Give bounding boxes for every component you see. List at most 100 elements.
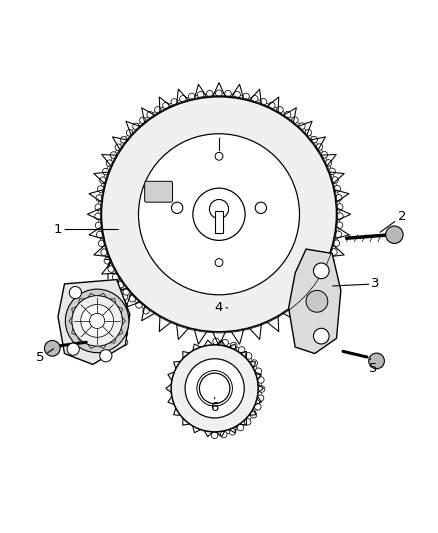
Circle shape	[102, 168, 109, 175]
Circle shape	[297, 303, 304, 309]
Circle shape	[206, 91, 213, 97]
Circle shape	[325, 160, 332, 166]
Circle shape	[319, 273, 326, 280]
Circle shape	[121, 221, 128, 227]
Circle shape	[72, 296, 122, 346]
Circle shape	[121, 285, 128, 291]
Circle shape	[121, 330, 128, 337]
Circle shape	[297, 294, 304, 300]
Circle shape	[215, 152, 223, 160]
Circle shape	[123, 289, 130, 295]
Circle shape	[121, 339, 128, 346]
Circle shape	[258, 386, 265, 392]
Circle shape	[258, 395, 264, 401]
Circle shape	[297, 321, 304, 327]
Circle shape	[333, 240, 340, 246]
Circle shape	[100, 350, 112, 362]
Circle shape	[386, 226, 403, 244]
Circle shape	[332, 177, 338, 183]
Circle shape	[147, 111, 153, 118]
Circle shape	[45, 341, 60, 356]
Circle shape	[133, 123, 139, 130]
Circle shape	[104, 257, 111, 264]
Circle shape	[337, 213, 343, 219]
Circle shape	[292, 117, 298, 123]
Circle shape	[324, 265, 330, 272]
Circle shape	[121, 266, 128, 273]
Circle shape	[188, 93, 195, 100]
Circle shape	[334, 185, 341, 192]
Circle shape	[67, 343, 79, 356]
Circle shape	[96, 231, 103, 238]
Circle shape	[297, 266, 304, 273]
Circle shape	[284, 111, 291, 118]
Circle shape	[97, 186, 104, 192]
Circle shape	[171, 202, 183, 214]
Circle shape	[336, 204, 343, 210]
Circle shape	[213, 338, 219, 345]
Circle shape	[250, 411, 257, 418]
Circle shape	[171, 99, 177, 105]
FancyBboxPatch shape	[145, 181, 173, 202]
Circle shape	[69, 287, 81, 298]
Circle shape	[115, 144, 122, 150]
Text: 5: 5	[369, 358, 378, 375]
Circle shape	[65, 289, 129, 353]
Circle shape	[268, 102, 275, 109]
Circle shape	[121, 294, 128, 300]
Circle shape	[316, 144, 323, 150]
Circle shape	[331, 249, 337, 255]
Polygon shape	[215, 211, 223, 233]
Text: 3: 3	[333, 277, 380, 290]
Circle shape	[106, 160, 113, 166]
Circle shape	[198, 92, 204, 98]
Circle shape	[162, 102, 169, 109]
Text: 5: 5	[36, 349, 53, 365]
Circle shape	[171, 345, 258, 432]
Circle shape	[243, 93, 249, 100]
Circle shape	[244, 418, 251, 425]
Circle shape	[336, 195, 342, 201]
Circle shape	[155, 107, 161, 113]
Circle shape	[306, 290, 328, 312]
Circle shape	[81, 304, 113, 337]
Text: 4: 4	[215, 301, 228, 314]
Circle shape	[251, 360, 258, 366]
Circle shape	[180, 95, 186, 102]
Circle shape	[212, 432, 218, 439]
Circle shape	[101, 249, 107, 255]
Circle shape	[126, 130, 133, 136]
Circle shape	[369, 353, 385, 369]
Circle shape	[215, 90, 222, 96]
Circle shape	[220, 431, 227, 438]
Circle shape	[121, 248, 128, 254]
Circle shape	[121, 239, 128, 245]
Circle shape	[99, 240, 105, 247]
Circle shape	[335, 231, 342, 238]
Circle shape	[260, 99, 267, 105]
Circle shape	[299, 123, 305, 130]
Circle shape	[108, 266, 114, 272]
Circle shape	[258, 377, 264, 383]
Circle shape	[297, 312, 304, 318]
Circle shape	[225, 91, 231, 97]
Circle shape	[297, 221, 304, 227]
Circle shape	[100, 177, 106, 183]
Circle shape	[229, 429, 236, 435]
Circle shape	[234, 92, 240, 98]
Circle shape	[95, 222, 102, 229]
Circle shape	[314, 281, 321, 288]
Circle shape	[121, 257, 128, 263]
Circle shape	[121, 230, 128, 236]
Circle shape	[222, 340, 228, 346]
Circle shape	[185, 359, 244, 418]
Polygon shape	[58, 279, 130, 365]
Circle shape	[95, 213, 101, 220]
Circle shape	[255, 202, 267, 214]
Circle shape	[297, 230, 304, 236]
Circle shape	[297, 275, 304, 282]
Circle shape	[277, 107, 283, 113]
Circle shape	[305, 130, 311, 136]
Circle shape	[121, 321, 128, 327]
Circle shape	[102, 97, 336, 332]
